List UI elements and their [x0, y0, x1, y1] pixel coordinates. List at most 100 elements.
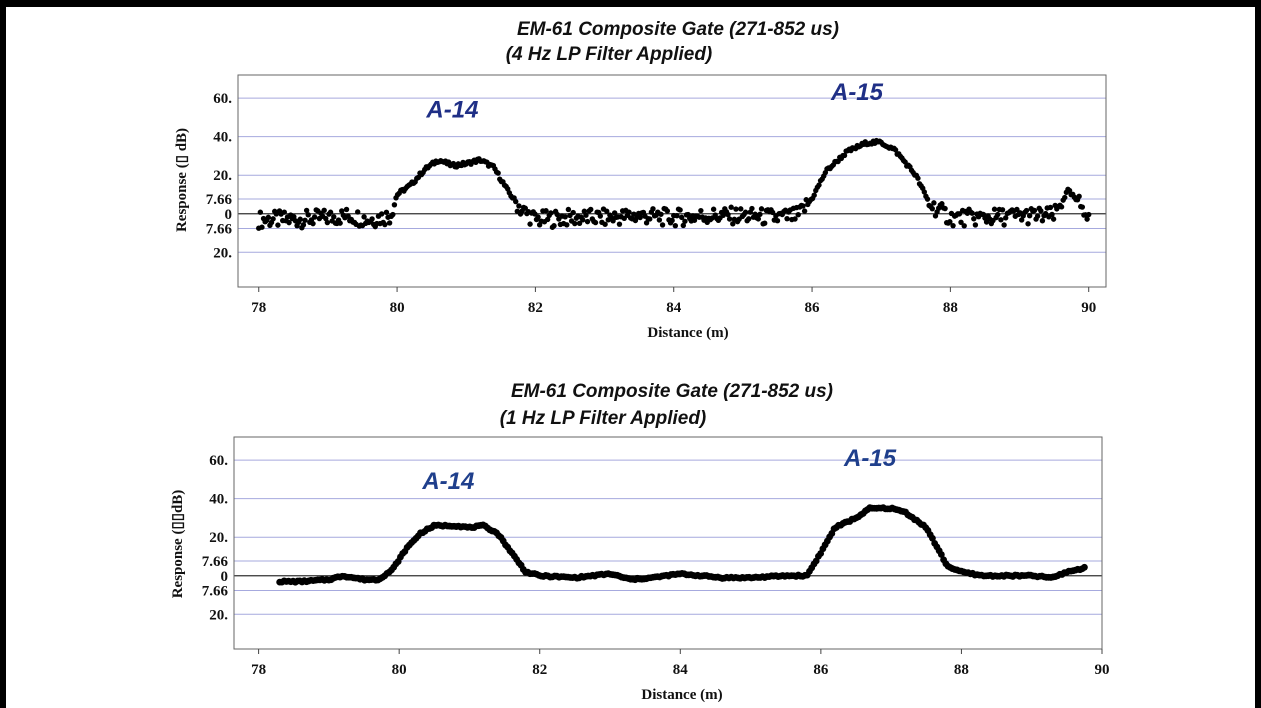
data-point: [801, 208, 808, 214]
data-point: [1034, 213, 1041, 219]
data-series: [256, 137, 1092, 231]
data-point: [572, 220, 578, 227]
data-point: [610, 218, 616, 224]
y-axis-label: Response (▯▯dB): [170, 490, 186, 599]
data-point: [677, 207, 683, 213]
data-point: [584, 218, 591, 225]
data-point: [931, 200, 937, 206]
data-point: [1026, 212, 1033, 219]
data-point: [929, 205, 935, 212]
data-point: [637, 214, 643, 221]
data-point: [929, 534, 936, 542]
data-point: [656, 217, 663, 223]
data-point: [378, 211, 385, 217]
data-point: [892, 147, 899, 153]
data-point: [800, 203, 806, 209]
data-point: [991, 206, 998, 212]
data-point: [565, 206, 572, 213]
chart-title: EM-61 Composite Gate (271-852 us): [517, 19, 839, 40]
data-point: [544, 216, 551, 223]
data-point: [720, 212, 726, 219]
data-point: [270, 216, 276, 222]
data-point: [321, 207, 327, 213]
data-point: [738, 206, 744, 212]
data-point: [726, 216, 733, 222]
data-point: [672, 222, 679, 229]
data-point: [1038, 208, 1044, 214]
data-point: [286, 219, 292, 226]
data-point: [265, 214, 272, 221]
data-point: [1050, 216, 1057, 222]
data-point: [1058, 204, 1065, 210]
data-point: [281, 209, 287, 215]
data-point: [816, 182, 822, 188]
x-tick-label: 78: [251, 300, 266, 316]
data-point: [1001, 222, 1007, 228]
data-point: [947, 219, 953, 225]
x-ticks: 78 80 82 84 86 88 90: [251, 287, 1096, 316]
data-point: [730, 221, 736, 227]
x-ticks: 78 80 82 84 86 88 90: [251, 649, 1110, 678]
annotations: A-14 A-15: [421, 445, 896, 495]
data-point: [383, 209, 390, 216]
data-point: [611, 210, 618, 216]
data-point: [811, 192, 817, 198]
x-tick-label: 86: [805, 300, 821, 316]
y-tick-label: 20.: [213, 168, 232, 184]
data-point: [580, 217, 586, 223]
data-point: [564, 222, 570, 228]
y-tick-label: 20.: [209, 607, 228, 623]
plot-area: [237, 74, 1107, 288]
data-point: [382, 221, 388, 228]
data-series: [276, 504, 1088, 586]
data-point: [355, 209, 361, 215]
data-point: [792, 216, 798, 222]
x-tick-label: 88: [954, 662, 969, 678]
data-point: [1039, 218, 1046, 224]
x-tick-label: 88: [943, 300, 958, 316]
data-point: [749, 205, 755, 212]
data-point: [522, 205, 528, 211]
data-point: [658, 211, 664, 217]
data-point: [998, 217, 1004, 223]
y-tick-label: 20.: [209, 530, 228, 546]
data-point: [937, 551, 945, 558]
plot-area: [233, 436, 1103, 650]
data-point: [297, 216, 303, 222]
data-point: [664, 208, 671, 214]
data-point: [784, 215, 790, 222]
chart-title: EM-61 Composite Gate (271-852 us): [511, 381, 833, 402]
data-point: [551, 223, 557, 229]
data-point: [679, 214, 685, 221]
data-point: [391, 202, 398, 208]
x-tick-label: 80: [390, 300, 405, 316]
data-point: [659, 222, 666, 228]
data-point: [311, 214, 318, 220]
data-point: [1003, 215, 1009, 221]
data-point: [755, 216, 762, 222]
x-axis-label: Distance (m): [641, 687, 722, 703]
data-point: [291, 214, 297, 220]
data-point: [1047, 204, 1054, 211]
data-point: [710, 206, 717, 212]
x-axis-label: Distance (m): [647, 325, 728, 341]
y-tick-label: 7.66: [206, 222, 233, 238]
data-point: [626, 209, 632, 215]
y-tick-label: 7.66: [206, 192, 233, 208]
data-point: [958, 219, 964, 225]
data-point: [746, 216, 752, 222]
data-point: [495, 170, 501, 176]
data-point: [999, 207, 1006, 213]
data-point: [1062, 194, 1068, 201]
data-point: [795, 212, 801, 218]
y-tick-label: 20.: [213, 245, 232, 261]
data-point: [725, 211, 731, 218]
data-point: [337, 220, 343, 226]
annotation-label: A-15: [843, 445, 897, 472]
data-point: [554, 211, 560, 218]
data-point: [971, 216, 977, 222]
data-point: [390, 211, 396, 218]
data-point: [682, 218, 688, 224]
